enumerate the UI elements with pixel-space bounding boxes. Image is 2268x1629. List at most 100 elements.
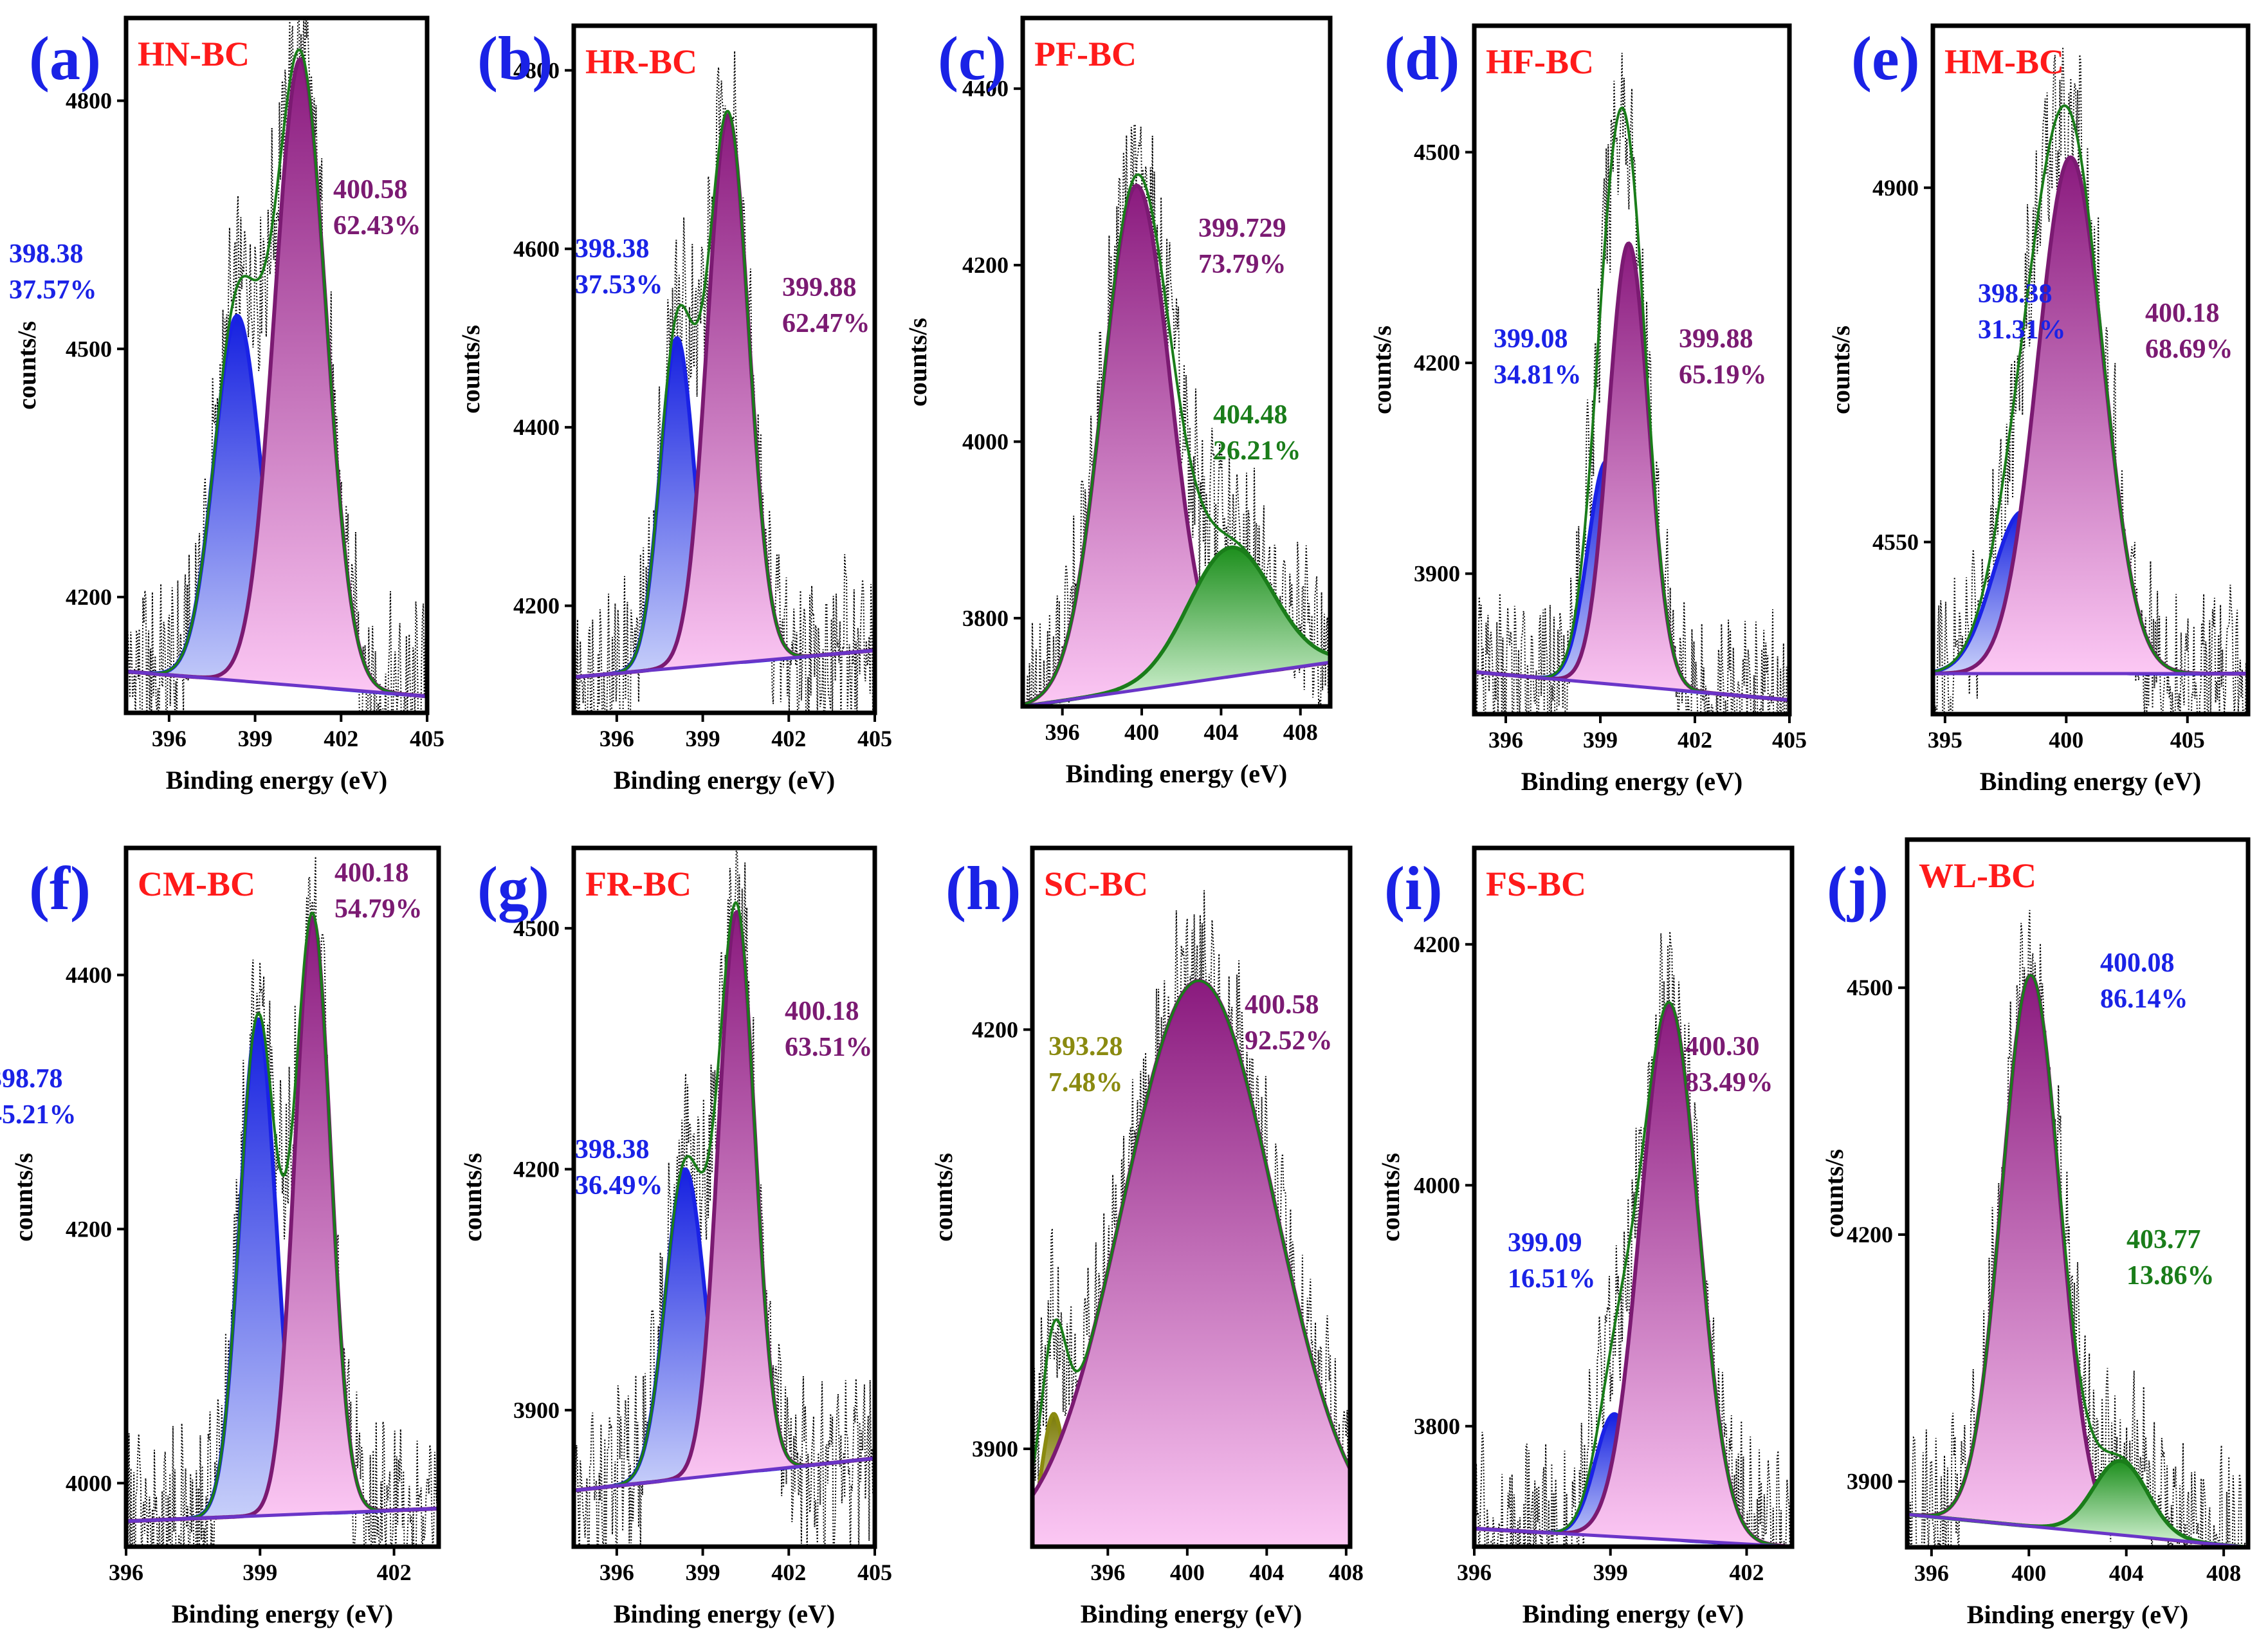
plot-frame (1472, 23, 1792, 717)
peak-label: 399.88 (1679, 324, 1753, 354)
peak-label: 16.51% (1508, 1264, 1596, 1294)
x-tick-label: 396 (599, 1560, 634, 1585)
peak-label: 403.77 (2126, 1225, 2201, 1255)
panel-title: WL-BC (1919, 856, 2036, 895)
peak-area-400-58 (1032, 980, 1350, 1547)
baseline-line (1023, 660, 1330, 706)
plot-frame (123, 845, 441, 1549)
panel-hn-bc: 396 399 402 405 4200 4500 4800 Binding energy (… (9, 15, 444, 795)
plot-area (126, 18, 427, 713)
x-tick-label: 399 (686, 1560, 720, 1585)
y-tick-label: 4000 (1414, 1172, 1460, 1198)
x-axis-label: Binding energy (eV) (614, 766, 835, 795)
peak-label: 398.38 (575, 1135, 650, 1164)
panel-title: HR-BC (585, 42, 697, 81)
x-tick-label: 399 (238, 726, 273, 751)
x-tick-label: 399 (242, 1560, 277, 1585)
x-tick-label: 402 (771, 726, 806, 751)
y-tick-label: 4400 (513, 414, 560, 440)
peak-label: 400.30 (1685, 1032, 1760, 1062)
y-tick-label: 3900 (1847, 1469, 1893, 1495)
raw-data-line (1474, 931, 1792, 1547)
panel-letter: (b) (477, 24, 553, 93)
x-tick-label: 399 (686, 726, 720, 751)
panel-hr-bc: 396 399 402 405 4200 4400 4600 4800 Binding ener… (456, 23, 892, 795)
x-tick-label: 396 (1090, 1560, 1125, 1585)
panel-letter: (e) (1851, 24, 1920, 93)
peak-label: 45.21% (0, 1100, 77, 1130)
peak-label: 37.53% (575, 270, 663, 300)
panel-letter: (g) (477, 854, 549, 923)
peak-label: 400.18 (334, 858, 409, 888)
panel-title: FR-BC (585, 865, 691, 903)
peak-label: 400.58 (333, 175, 408, 205)
y-tick-label: 3900 (513, 1397, 560, 1423)
peak-label: 400.18 (2145, 299, 2220, 328)
x-tick-label: 405 (410, 726, 444, 751)
peak-label: 63.51% (785, 1033, 873, 1062)
envelope-line (126, 48, 427, 698)
plot-area (1032, 890, 1350, 1547)
x-tick-label: 399 (1593, 1560, 1628, 1585)
y-tick-label: 4800 (66, 88, 112, 114)
plot-frame (123, 15, 430, 715)
x-tick-label: 400 (2049, 727, 2083, 753)
panel-hm-bc: 395 400 405 4550 4900 Binding energy (eV) coun… (1826, 23, 2251, 796)
y-tick-label: 4200 (1414, 932, 1460, 957)
y-tick-label: 4400 (66, 962, 112, 988)
y-tick-label: 4200 (513, 1156, 560, 1182)
peak-label: 399.729 (1198, 214, 1286, 243)
peak-area-400-18 (574, 912, 875, 1491)
x-axis-label: Binding energy (eV) (1081, 1599, 1302, 1628)
x-axis-label: Binding energy (eV) (166, 766, 387, 795)
y-axis-label: counts/s (903, 318, 932, 407)
x-axis-label: Binding energy (eV) (1066, 759, 1287, 788)
y-tick-label: 4800 (513, 57, 560, 83)
x-tick-label: 396 (599, 726, 634, 751)
y-tick-label: 4200 (962, 252, 1009, 278)
baseline-line (1474, 670, 1789, 702)
y-tick-label: 4200 (1847, 1222, 1893, 1247)
plot-area (1933, 46, 2248, 714)
y-tick-label: 4900 (1872, 175, 1919, 201)
panel-title: CM-BC (138, 865, 255, 903)
envelope-line (1032, 979, 1350, 1471)
peak-label: 92.52% (1245, 1026, 1333, 1056)
panel-fr-bc: 396 399 402 405 3900 4200 4500 Binding energy (… (458, 845, 892, 1628)
peak-label: 68.69% (2145, 335, 2233, 364)
peak-label: 34.81% (1494, 360, 1582, 390)
y-tick-label: 4500 (66, 336, 112, 362)
peak-label: 393.28 (1048, 1032, 1123, 1062)
x-tick-label: 396 (1488, 727, 1523, 753)
y-tick-label: 4200 (513, 593, 560, 619)
peak-label: 31.31% (1978, 315, 2066, 345)
y-tick-label: 4200 (972, 1017, 1018, 1042)
plot-area (574, 51, 875, 713)
peak-label: 73.79% (1198, 250, 1286, 279)
panel-title: HF-BC (1486, 42, 1594, 81)
x-tick-label: 396 (1457, 1560, 1492, 1585)
x-tick-label: 396 (152, 726, 187, 751)
peak-label: 36.49% (575, 1171, 663, 1201)
y-tick-label: 3900 (972, 1436, 1018, 1462)
x-tick-label: 402 (324, 726, 358, 751)
y-axis-label: counts/s (1826, 326, 1855, 414)
raw-data-line (1907, 910, 2248, 1547)
peak-area-400-18 (1933, 157, 2248, 674)
plot-frame (1930, 23, 2251, 717)
y-tick-label: 4550 (1872, 529, 1919, 555)
peak-label: 399.88 (782, 273, 857, 302)
x-tick-label: 402 (377, 1560, 412, 1585)
x-tick-label: 400 (1170, 1560, 1205, 1585)
x-axis-label: Binding energy (eV) (1523, 1599, 1744, 1628)
peak-label: 86.14% (2100, 984, 2188, 1014)
y-axis-label: counts/s (9, 1153, 38, 1242)
peak-area-399-88 (574, 115, 875, 677)
panel-title: HM-BC (1944, 42, 2064, 81)
x-axis-label: Binding energy (eV) (614, 1599, 835, 1628)
baseline-line (574, 649, 875, 679)
panel-pf-bc: 396 400 404 408 3800 4000 4200 4400 Binding ener… (903, 15, 1333, 788)
panel-letter: (h) (946, 854, 1021, 923)
peak-label: 400.08 (2100, 948, 2175, 978)
